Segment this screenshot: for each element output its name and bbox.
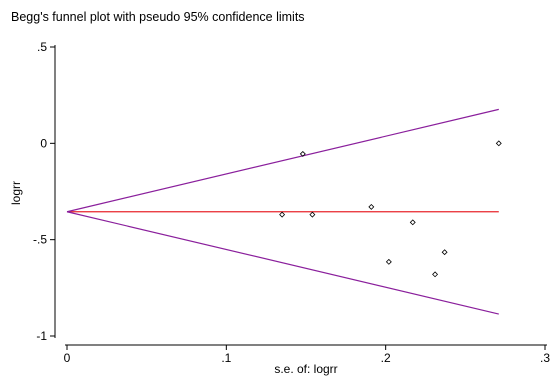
study-point [495,140,502,147]
y-tick-label: .5 [37,40,47,54]
study-point [441,249,448,256]
x-axis-label: s.e. of: logrr [274,362,337,376]
study-point [385,258,392,265]
upper-confidence-limit [66,108,499,213]
funnel-lines [66,108,499,315]
data-points [279,140,502,278]
study-point [279,211,286,218]
study-point [299,150,306,157]
study-point [309,211,316,218]
x-tick-label: .1 [221,351,231,365]
ticks: .5 0 -.5 -1 0 .1 .2 .3 [33,40,550,365]
y-tick-label: -.5 [33,233,47,247]
study-point [368,203,375,210]
y-tick-label: -1 [36,329,47,343]
x-tick-label: 0 [64,351,71,365]
study-point [432,271,439,278]
axes [54,45,547,346]
x-tick-label: .2 [381,351,391,365]
lower-confidence-limit [66,211,499,315]
x-tick-label: .3 [540,351,550,365]
y-tick-label: 0 [40,136,47,150]
y-axis-label: logrr [9,181,23,205]
chart-title: Begg's funnel plot with pseudo 95% confi… [11,10,305,24]
study-point [409,219,416,226]
